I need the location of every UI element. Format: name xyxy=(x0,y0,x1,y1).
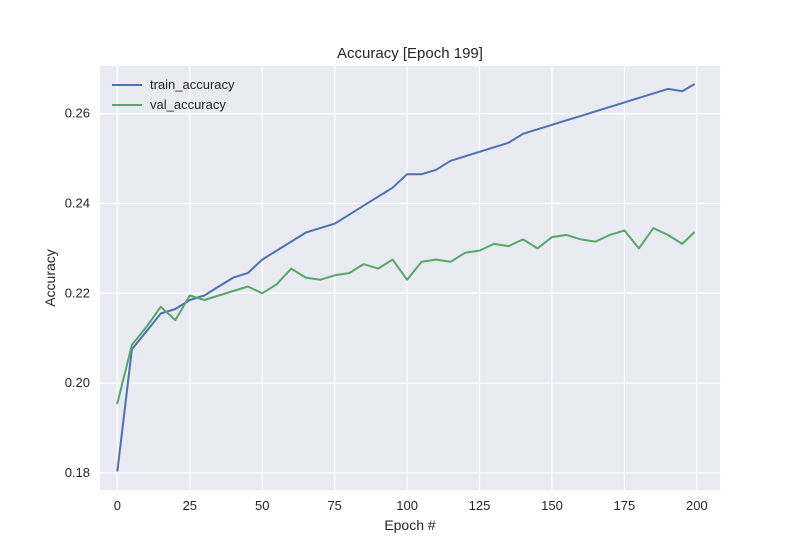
series-layer xyxy=(116,83,695,472)
plot-area xyxy=(100,66,720,490)
legend-label-val-accuracy: val_accuracy xyxy=(150,97,226,112)
x-tick-label: 50 xyxy=(255,498,269,513)
y-tick-label: 0.26 xyxy=(65,106,90,121)
y-tick-label: 0.20 xyxy=(65,375,90,390)
x-tick-label: 75 xyxy=(327,498,341,513)
x-tick-labels: 0 25 50 75 100 125 150 175 200 xyxy=(114,498,708,513)
x-tick-label: 100 xyxy=(396,498,418,513)
x-tick-label: 0 xyxy=(114,498,121,513)
x-gridlines xyxy=(116,66,698,490)
y-tick-label: 0.22 xyxy=(65,285,90,300)
chart-title: Accuracy [Epoch 199] xyxy=(337,45,483,62)
x-tick-label: 175 xyxy=(614,498,636,513)
y-tick-label: 0.18 xyxy=(65,465,90,480)
legend-label-train-accuracy: train_accuracy xyxy=(150,77,235,92)
y-tick-label: 0.24 xyxy=(65,195,90,210)
series-line-val-accuracy xyxy=(116,227,695,405)
series-line-train-accuracy xyxy=(116,83,695,472)
x-tick-label: 125 xyxy=(469,498,491,513)
x-axis-label: Epoch # xyxy=(384,517,436,533)
y-axis-label: Accuracy xyxy=(42,249,58,307)
y-tick-labels: 0.18 0.20 0.22 0.24 0.26 xyxy=(65,106,90,480)
y-gridlines xyxy=(100,113,720,474)
x-tick-label: 25 xyxy=(183,498,197,513)
x-tick-label: 150 xyxy=(541,498,563,513)
x-tick-label: 200 xyxy=(686,498,708,513)
legend: train_accuracy val_accuracy xyxy=(112,77,235,112)
